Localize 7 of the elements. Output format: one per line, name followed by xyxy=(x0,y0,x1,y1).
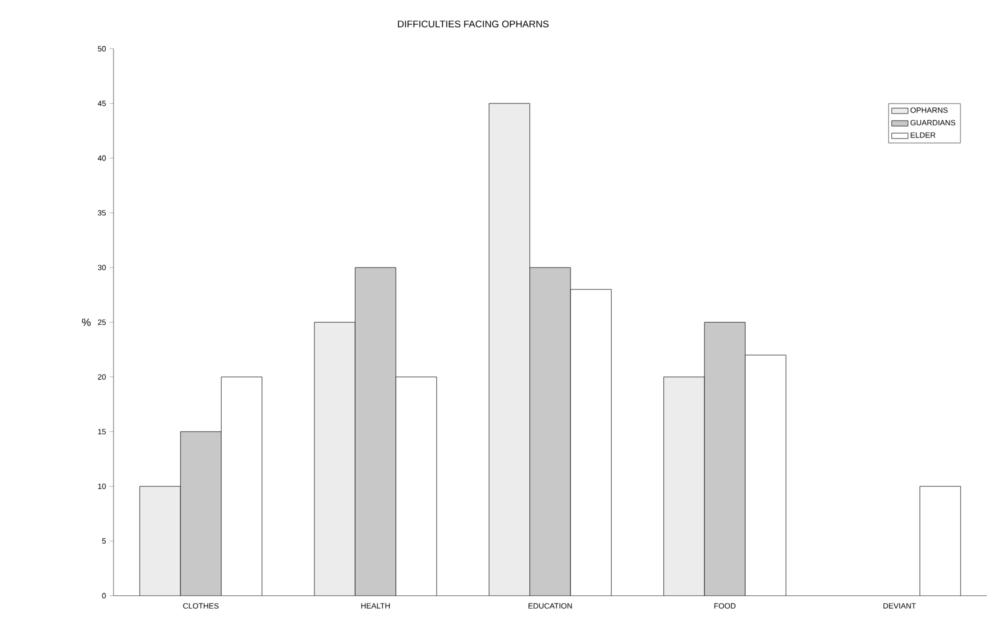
bar xyxy=(180,432,222,596)
bar xyxy=(530,268,571,596)
y-axis-title: % xyxy=(82,318,91,326)
bar xyxy=(704,322,746,596)
chart-title: DIFFICULTIES FACING OPHARNS xyxy=(398,20,549,28)
bar xyxy=(920,486,961,596)
bar xyxy=(355,268,396,596)
